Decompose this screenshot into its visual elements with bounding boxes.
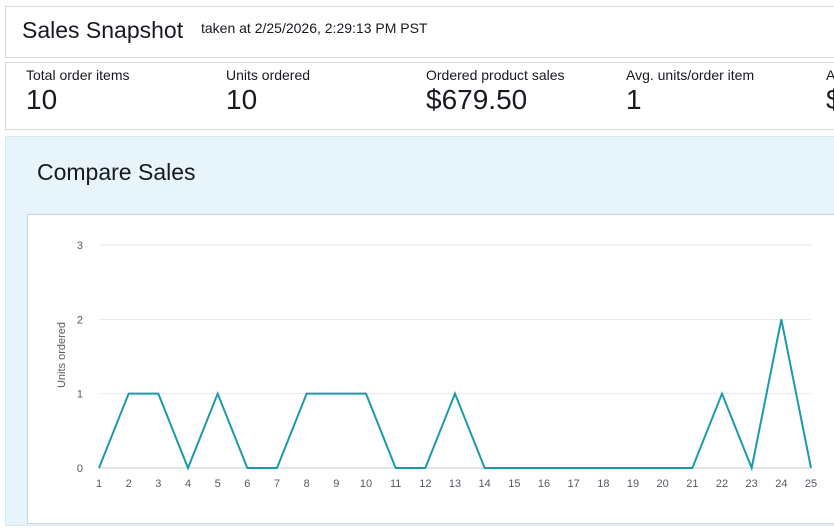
x-tick-label: 24 bbox=[775, 478, 787, 490]
metric-avg-units-per-order-item: Avg. units/order item 1 bbox=[626, 67, 754, 116]
x-tick-label: 16 bbox=[538, 478, 550, 490]
x-tick-label: 5 bbox=[215, 478, 221, 490]
x-tick-label: 13 bbox=[449, 478, 461, 490]
x-tick-label: 12 bbox=[419, 478, 431, 490]
x-tick-label: 21 bbox=[686, 478, 698, 490]
metric-ordered-product-sales: Ordered product sales $679.50 bbox=[426, 67, 565, 116]
y-tick-label: 0 bbox=[77, 463, 83, 475]
x-tick-label: 20 bbox=[657, 478, 669, 490]
compare-sales-title: Compare Sales bbox=[37, 159, 196, 185]
y-axis-label: Units ordered bbox=[56, 322, 68, 388]
x-tick-label: 6 bbox=[244, 478, 250, 490]
series-line-units-ordered bbox=[98, 319, 812, 472]
snapshot-header: Sales Snapshot taken at 2/25/2026, 2:29:… bbox=[5, 6, 834, 58]
y-tick-label: 1 bbox=[77, 389, 83, 401]
x-tick-label: 9 bbox=[333, 478, 339, 490]
x-tick-label: 8 bbox=[304, 478, 310, 490]
metric-value: $ bbox=[826, 84, 834, 116]
x-tick-label: 1 bbox=[96, 478, 102, 490]
metric-units-ordered: Units ordered 10 bbox=[226, 67, 310, 116]
x-tick-label: 11 bbox=[390, 478, 401, 490]
metric-value: $679.50 bbox=[426, 84, 528, 115]
metric-value: 10 bbox=[226, 84, 258, 115]
metric-label: Ordered product sales bbox=[426, 67, 565, 83]
x-tick-label: 2 bbox=[126, 478, 132, 490]
x-tick-label: 17 bbox=[568, 478, 580, 490]
x-tick-label: 22 bbox=[716, 478, 728, 490]
snapshot-timestamp: taken at 2/25/2026, 2:29:13 PM PST bbox=[201, 20, 428, 36]
x-tick-label: 10 bbox=[360, 478, 372, 490]
metric-value: 10 bbox=[26, 84, 58, 115]
page-title: Sales Snapshot bbox=[22, 17, 184, 43]
metric-label: Total order items bbox=[26, 67, 130, 83]
metrics-bar: Total order items 10 Units ordered 10 Or… bbox=[5, 62, 834, 130]
x-tick-label: 19 bbox=[627, 478, 639, 490]
y-tick-label: 2 bbox=[77, 314, 83, 326]
x-tick-label: 15 bbox=[508, 478, 520, 490]
y-tick-label: 3 bbox=[77, 240, 83, 252]
x-tick-label: 25 bbox=[805, 478, 817, 490]
x-tick-label: 7 bbox=[274, 478, 280, 490]
x-tick-label: 14 bbox=[479, 478, 491, 490]
x-tick-label: 3 bbox=[155, 478, 161, 490]
metric-label: Avg. units/order item bbox=[626, 67, 755, 83]
x-tick-label: 23 bbox=[746, 478, 758, 490]
metric-total-order-items: Total order items 10 bbox=[26, 67, 129, 116]
metric-value: 1 bbox=[626, 84, 642, 115]
metric-label: A bbox=[826, 67, 834, 83]
x-tick-label: 4 bbox=[185, 478, 191, 490]
metric-truncated: A $ bbox=[826, 67, 834, 116]
metric-label: Units ordered bbox=[226, 67, 311, 83]
x-tick-label: 18 bbox=[597, 478, 609, 490]
